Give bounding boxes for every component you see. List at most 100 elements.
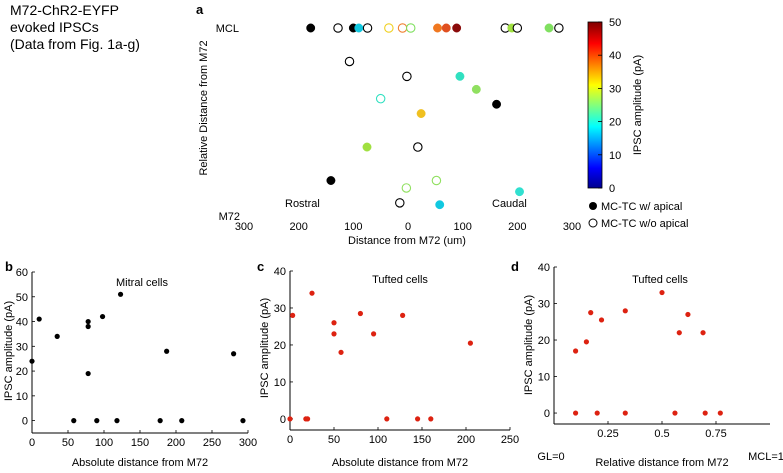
panel-b-ylabel: IPSC amplitude (pA) (3, 301, 15, 401)
panel-d-y-tick-label: 0 (544, 408, 550, 420)
panel-c-point (384, 416, 390, 422)
panel-b-point (114, 418, 120, 424)
panel-c-point (287, 416, 293, 422)
panel-d-point (717, 410, 723, 416)
panel-d-point (573, 410, 579, 416)
panel-b-point (85, 318, 91, 325)
panel-a-point-filled (362, 142, 372, 152)
panel-a-point-open (405, 23, 416, 33)
panel-b-x-tick-label: 50 (62, 437, 74, 449)
panel-b-xlabel: Absolute distance from M72 (72, 457, 208, 469)
panel-d-y-tick-label: 30 (538, 299, 550, 311)
panel-c-y-tick-label: 30 (274, 303, 286, 315)
panel-d: d 0 10 20 30 40 0.25 0.5 0.75 GL=0 MCL=1 Tufted ce… (511, 259, 783, 469)
panel-a-point-open (362, 23, 373, 33)
panel-d-letter: d (511, 259, 519, 274)
panel-b-x-tick-label: 0 (29, 437, 35, 449)
panel-c-point (371, 331, 377, 337)
panel-d-point (700, 330, 706, 336)
panel-a-points (306, 23, 564, 210)
panel-d-x-edge-left: GL=0 (537, 451, 564, 463)
panel-a-point-open (402, 71, 412, 82)
panel-b-title: Mitral cells (116, 277, 168, 289)
panel-b-y-tick-label: 30 (16, 341, 28, 353)
panel-a-letter: a (196, 2, 204, 17)
legend: MC-TC w/ apical MC-TC w/o apical (588, 201, 688, 230)
panel-b-y-tick-label: 60 (16, 267, 28, 279)
panel-c-point (290, 312, 296, 318)
colorbar-label: IPSC amplitude (pA) (632, 55, 644, 155)
panel-b-point (99, 313, 106, 320)
panel-a-ytick-mcl: MCL (216, 23, 239, 35)
panel-c-x-tick-label: 50 (328, 434, 340, 446)
figure-note-line-1: M72-ChR2-EYFP (10, 2, 119, 18)
panel-c-point (400, 312, 406, 318)
panel-b-x-tick-label: 250 (203, 437, 221, 449)
panel-a-xlabel: Distance from M72 (um) (348, 235, 466, 247)
legend-open-label: MC-TC w/o apical (601, 218, 688, 230)
panel-a-point-open (554, 23, 564, 33)
panel-a-x-tick-label: 200 (289, 221, 307, 233)
panel-a: a Relative Distance from M72 MCL M72 Ros… (196, 2, 581, 247)
panel-a-point-filled (326, 176, 336, 185)
panel-b-point (36, 316, 42, 322)
panel-b-y-tick-label: 10 (16, 391, 28, 403)
panel-a-point-filled (354, 23, 364, 33)
panel-d-ylabel: IPSC amplitude (pA) (523, 295, 535, 395)
panel-a-point-open (512, 23, 523, 33)
panel-c-point (428, 416, 434, 422)
panel-a-point-open (431, 175, 442, 186)
panel-a-x-tick-label: 100 (453, 221, 471, 233)
panel-c-title: Tufted cells (372, 274, 428, 286)
panel-c-point (331, 331, 337, 337)
panel-a-rostral-label: Rostral (285, 198, 320, 210)
panel-c-y-tick-label: 20 (274, 340, 286, 352)
panel-a-point-open (375, 93, 386, 104)
panel-c: c 0 10 20 30 40 0 50 100 150 200 250 Tufted cells IP… (257, 259, 519, 469)
panel-a-point-open (397, 23, 408, 33)
panel-b-point (179, 418, 185, 424)
panel-c-y-tick-label: 0 (280, 414, 286, 426)
colorbar-ticks: 0 10 20 30 40 50 (598, 17, 621, 195)
panel-c-xlabel: Absolute distance from M72 (332, 457, 468, 469)
panel-b-x-tick-label: 300 (239, 437, 257, 449)
panel-d-x-edge-right: MCL=1 (748, 451, 783, 463)
panel-a-point-filled (455, 71, 465, 81)
panel-a-point-filled (435, 200, 445, 210)
panel-b-x-tick-label: 150 (131, 437, 149, 449)
panel-b-point (157, 418, 163, 424)
panel-d-point (622, 410, 628, 416)
panel-c-x-tick-label: 100 (369, 434, 387, 446)
colorbar-tick-label: 0 (609, 183, 615, 195)
panel-a-x-ticks: 300 200 100 0 100 200 300 (235, 221, 581, 233)
panel-c-x-tick-label: 0 (287, 434, 293, 446)
panel-c-x-tick-label: 250 (501, 434, 519, 446)
panel-a-point-filled (471, 84, 481, 94)
colorbar-tick-label: 10 (609, 150, 621, 162)
panel-b-point (85, 370, 91, 377)
panel-d-point (672, 410, 678, 416)
panel-b-point (71, 418, 77, 424)
legend-filled-marker (589, 202, 597, 210)
panel-c-letter: c (257, 259, 264, 274)
panel-b-point (231, 351, 237, 357)
panel-a-point-open (395, 198, 405, 208)
panel-d-title: Tufted cells (632, 274, 688, 286)
panel-c-point (331, 320, 337, 326)
panel-a-point-open (384, 23, 394, 33)
panel-b-point (85, 323, 91, 330)
panel-b-point (94, 418, 100, 424)
panel-a-caudal-label: Caudal (492, 198, 527, 210)
panel-c-point (415, 416, 421, 422)
panel-d-y-tick-label: 10 (538, 372, 550, 384)
colorbar-tick-label: 30 (609, 83, 621, 95)
panel-c-point (309, 290, 315, 296)
panel-a-point-filled (416, 109, 426, 119)
panel-d-point (659, 289, 665, 296)
panel-d-y-tick-label: 20 (538, 335, 550, 347)
panel-b: b 0 10 20 30 40 50 60 0 50 100 150 200 250 300 Mitral … (3, 259, 257, 469)
panel-d-point (588, 310, 594, 316)
panel-a-ylabel: Relative Distance from M72 (198, 40, 210, 175)
panel-a-x-tick-label: 300 (235, 221, 253, 233)
colorbar-tick-label: 50 (609, 17, 621, 29)
